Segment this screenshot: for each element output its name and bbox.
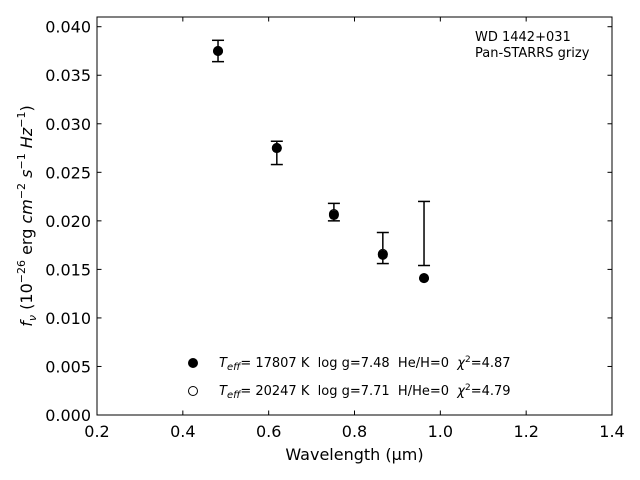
x-tick-label: 1.0 [428, 422, 453, 441]
y-tick-label: 0.000 [45, 406, 91, 425]
x-tick-label: 0.2 [84, 422, 109, 441]
y-tick-label: 0.020 [45, 212, 91, 231]
legend-entry-2: Teff= 20247 K log g=7.71 H/He=0 χ2=4.79 [219, 383, 511, 401]
x-tick-label: 0.8 [342, 422, 367, 441]
observed-errorbar [418, 200, 431, 267]
x-tick-label: 1.4 [599, 422, 624, 441]
error-bars [212, 39, 431, 267]
x-tick-label: 0.4 [170, 422, 195, 441]
annotation: WD 1442+031 Pan-STARRS grizy [475, 30, 590, 61]
y-tick-label: 0.035 [45, 66, 91, 85]
model-point-filled [213, 45, 224, 56]
tick-labels: 0.2 0.4 0.6 0.8 1.0 1.2 1.4 0.000 0.005 0.010 0.01… [45, 18, 625, 441]
legend-entry-1: Teff= 17807 K log g=7.48 He/H=0 χ2=4.87 [219, 355, 511, 373]
x-tick-label: 0.6 [256, 422, 281, 441]
y-tick-label: 0.030 [45, 115, 91, 134]
model-point-filled [328, 210, 339, 221]
y-tick-label: 0.025 [45, 163, 91, 182]
y-tick-label: 0.005 [45, 357, 91, 376]
y-tick-label: 0.040 [45, 18, 91, 37]
model-point-filled [419, 273, 430, 284]
axis-ticks [96, 17, 613, 416]
y-axis-label: fν (10−26 erg cm−2 s−1 Hz−1) [15, 105, 39, 326]
legend-marker-open [188, 386, 198, 396]
y-tick-label: 0.010 [45, 309, 91, 328]
model-markers [213, 45, 430, 284]
legend: Teff= 17807 K log g=7.48 He/H=0 χ2=4.87 … [188, 355, 511, 401]
y-tick-label: 0.015 [45, 260, 91, 279]
legend-marker-filled [188, 358, 198, 368]
model-point-filled [271, 143, 282, 154]
model-point-filled [377, 249, 388, 260]
x-tick-label: 1.2 [513, 422, 538, 441]
annotation-object-name: WD 1442+031 [475, 30, 571, 45]
x-axis-label: Wavelength (μm) [285, 445, 423, 464]
annotation-survey-name: Pan-STARRS grizy [475, 46, 590, 61]
